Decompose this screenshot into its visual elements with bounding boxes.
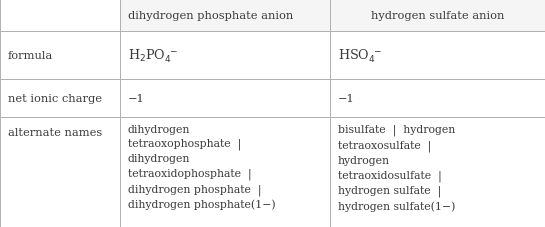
Bar — [120, 32, 330, 80]
Text: alternate names: alternate names — [8, 127, 102, 137]
Bar — [330, 32, 545, 80]
Bar — [330, 118, 545, 227]
Bar — [0, 118, 120, 227]
Text: dihydrogen phosphate anion: dihydrogen phosphate anion — [128, 11, 293, 21]
Bar — [330, 80, 545, 118]
Text: net ionic charge: net ionic charge — [8, 94, 102, 104]
Text: HSO$_4^{\ -}$: HSO$_4^{\ -}$ — [338, 47, 381, 64]
Bar — [120, 0, 330, 32]
Bar — [120, 118, 330, 227]
Bar — [120, 80, 330, 118]
Text: bisulfate  |  hydrogen
tetraoxosulfate  |
hydrogen
tetraoxidosulfate  |
hydrogen: bisulfate | hydrogen tetraoxosulfate | h… — [338, 124, 456, 211]
Bar — [0, 32, 120, 80]
Bar — [0, 80, 120, 118]
Bar — [0, 0, 120, 32]
Text: H$_2$PO$_4^{\ -}$: H$_2$PO$_4^{\ -}$ — [128, 47, 178, 64]
Text: dihydrogen
tetraoxophosphate  |
dihydrogen
tetraoxidophosphate  |
dihydrogen pho: dihydrogen tetraoxophosphate | dihydroge… — [128, 124, 276, 210]
Text: formula: formula — [8, 51, 53, 61]
Text: −1: −1 — [128, 94, 145, 104]
Text: hydrogen sulfate anion: hydrogen sulfate anion — [371, 11, 504, 21]
Text: −1: −1 — [338, 94, 355, 104]
Bar — [330, 0, 545, 32]
